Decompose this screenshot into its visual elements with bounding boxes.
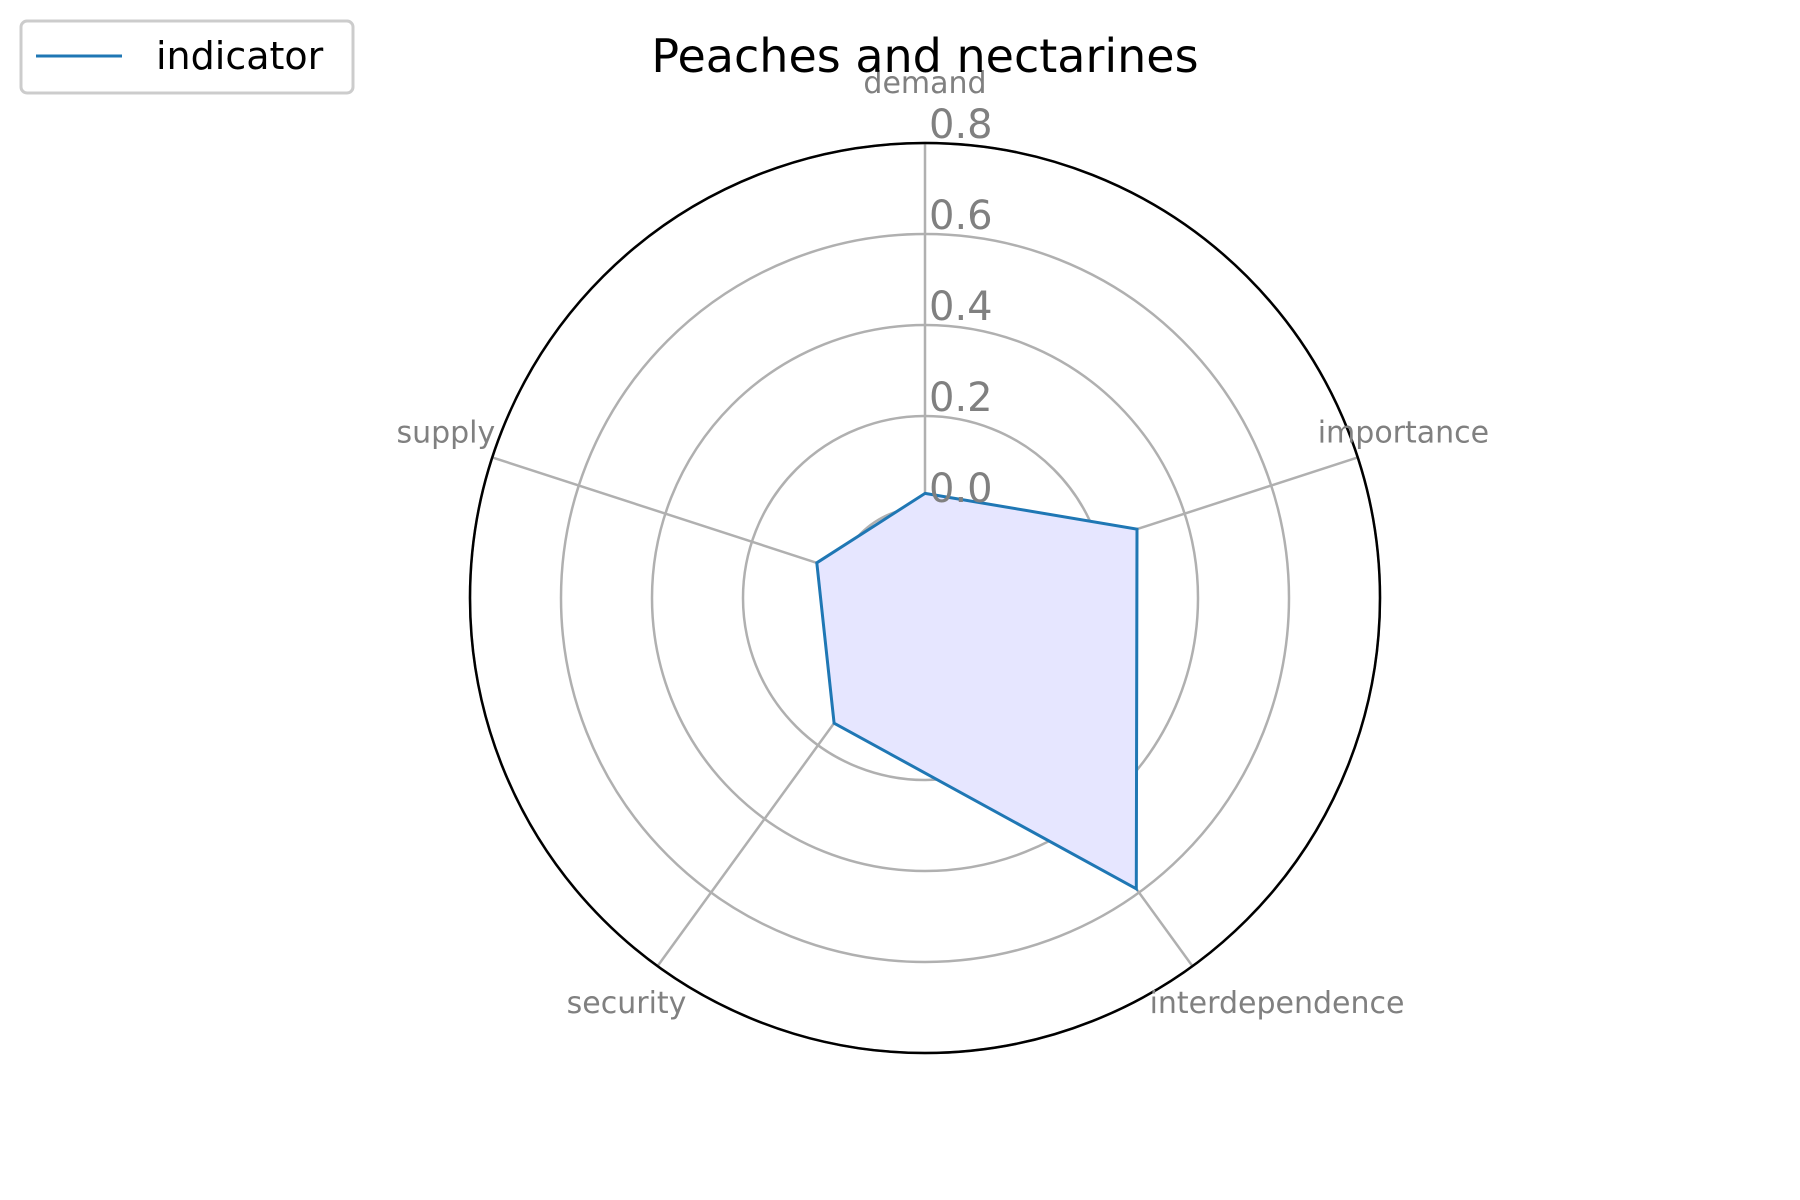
category-label-demand: demand — [863, 66, 986, 101]
radial-tick-label: 0.0 — [929, 466, 993, 512]
series-layer — [815, 491, 1139, 892]
series-area-indicator — [816, 493, 1137, 889]
category-label-interdependence: interdependence — [1150, 986, 1405, 1021]
chart-title: Peaches and nectarines — [651, 29, 1198, 83]
radial-tick-label: 0.4 — [929, 284, 993, 330]
radial-tick-label: 0.2 — [929, 375, 993, 421]
category-label-supply: supply — [396, 415, 495, 450]
legend-frame — [19, 19, 355, 95]
category-label-security: security — [567, 986, 687, 1021]
series-line-indicator — [815, 491, 1139, 892]
grid-layer — [468, 141, 1382, 1055]
outer-frame-circle — [468, 141, 1382, 1055]
legend: indicator — [19, 19, 355, 95]
legend-label-indicator: indicator — [156, 34, 324, 78]
radial-tick-label: 0.6 — [929, 193, 993, 239]
category-label-importance: importance — [1318, 415, 1489, 450]
radial-tick-label: 0.8 — [929, 102, 993, 148]
